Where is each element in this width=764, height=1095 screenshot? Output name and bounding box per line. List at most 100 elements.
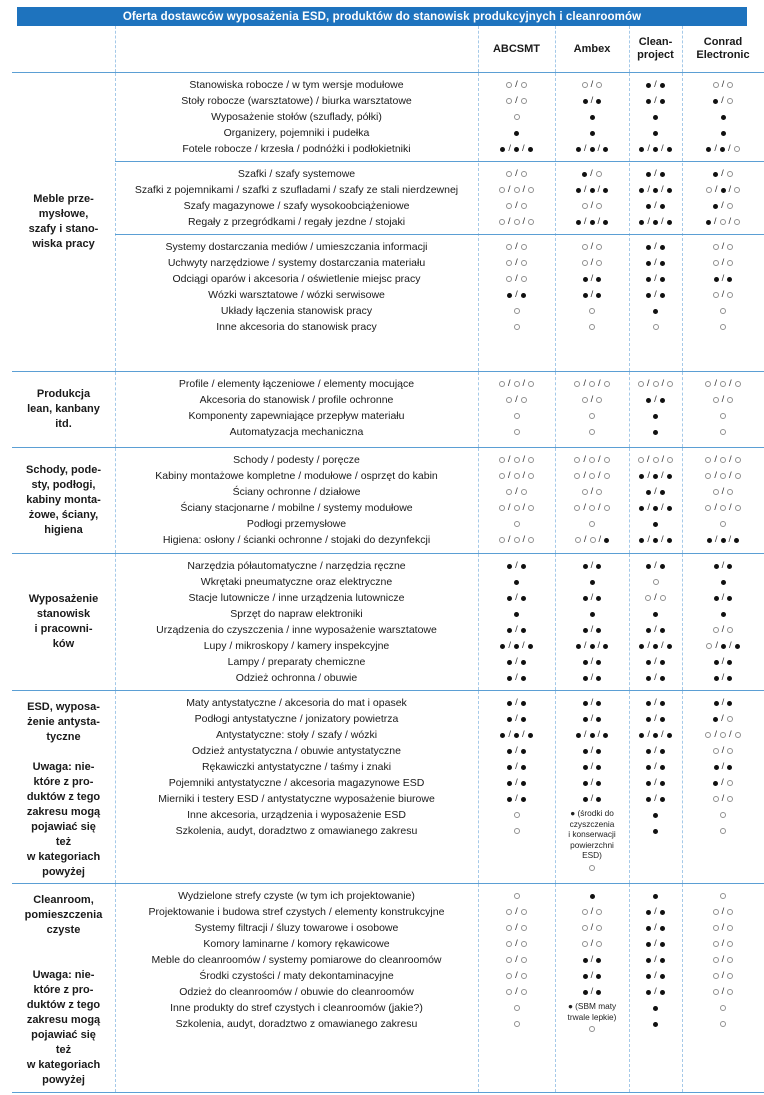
filled-marker (596, 716, 602, 722)
filled-marker (575, 219, 581, 225)
product-row: Stanowiska robocze / w tym wersje moduło… (115, 77, 764, 93)
product-label: Wkrętaki pneumatyczne oraz elektryczne (200, 576, 393, 588)
empty-marker (581, 489, 588, 495)
filled-marker (596, 276, 602, 282)
abcsmt-cell: / (478, 775, 555, 791)
empty-marker (727, 989, 734, 995)
empty-marker (712, 292, 719, 298)
category-label: Cleanroom, pomieszczenia czyste Uwaga: nie-… (24, 894, 103, 1086)
product-row: Środki czystości / maty dekontaminacyjne… (115, 968, 764, 984)
abcsmt-cell (478, 1016, 555, 1032)
empty-marker (645, 595, 652, 601)
marker-separator: / (721, 672, 725, 684)
product-label: Akcesoria do stanowisk / profile ochronn… (199, 394, 394, 406)
empty-marker (506, 973, 513, 979)
supplier-note: ● (SBM maty trwale lepkie) (548, 1001, 636, 1032)
empty-marker (498, 187, 505, 193)
marker-separator: / (515, 793, 518, 805)
abcsmt-cell (478, 303, 555, 319)
supplier-note: ● (środki do czyszczenia i konserwacji powi… (548, 808, 636, 871)
filled-marker (582, 780, 588, 786)
product-row: Maty antystatyczne / akcesoria do mat i … (115, 695, 764, 711)
empty-marker (574, 381, 581, 387)
empty-marker (705, 473, 712, 479)
filled-marker (596, 627, 602, 633)
product-row: Odzież antystatyczna / obuwie antystatyc… (115, 743, 764, 759)
marker-separator: / (590, 241, 594, 253)
abcsmt-cell: / (478, 198, 555, 214)
filled-marker (575, 643, 581, 649)
conrad-electronic-cell: / (682, 759, 764, 775)
filled-marker (507, 700, 513, 706)
ambex-cell: / (555, 622, 629, 638)
category-label: ESD, wyposa-żenie antysta-tyczne Uwaga: n… (26, 701, 101, 878)
filled-marker (520, 675, 526, 681)
filled-marker (646, 675, 652, 681)
conrad-electronic-cell: / (682, 791, 764, 807)
filled-marker (582, 957, 588, 963)
filled-marker (646, 716, 652, 722)
marker-separator: / (597, 729, 601, 741)
marker-separator: / (515, 560, 518, 572)
filled-marker (514, 579, 519, 585)
clean-project-cell (629, 606, 682, 622)
marker-separator: / (583, 216, 587, 228)
ambex-cell: / (555, 695, 629, 711)
ambex-cell: / / (555, 376, 629, 392)
product-label: Ściany ochronne / działowe (232, 486, 361, 498)
table-sections: Meble prze-mysłowe, szafy i stano-wiska p… (12, 72, 764, 1093)
filled-marker (507, 780, 513, 786)
empty-marker (659, 595, 666, 601)
empty-marker (513, 505, 520, 511)
clean-project-cell: / (629, 590, 682, 606)
clean-project-cell (629, 823, 682, 839)
marker-separator: / (507, 454, 511, 466)
empty-marker (506, 276, 513, 282)
abcsmt-cell: / (478, 166, 555, 182)
conrad-electronic-cell: / (682, 952, 764, 968)
empty-marker (720, 521, 726, 527)
clean-project-cell: / / (629, 727, 682, 743)
empty-marker (720, 381, 726, 387)
marker-separator: / (654, 761, 657, 773)
clean-project-cell: / (629, 984, 682, 1000)
empty-marker (520, 171, 527, 177)
marker-separator: / (661, 184, 664, 196)
ambex-cell: / (555, 255, 629, 271)
empty-marker (581, 82, 588, 88)
product-row: Szafki / szafy systemowe / / / / (115, 166, 764, 182)
product-row: Szkolenia, audyt, doradztwo z omawianego… (115, 823, 764, 839)
product-label: Szkolenia, audyt, doradztwo z omawianego… (175, 825, 418, 837)
marker-separator: / (714, 454, 717, 466)
ambex-cell (555, 109, 629, 125)
column-headers: ABCSMT Ambex Clean-project Conrad Electronic (12, 26, 764, 72)
filled-marker (713, 716, 719, 722)
product-label: Stanowiska robocze / w tym wersje moduło… (189, 79, 404, 91)
filled-marker (589, 114, 595, 120)
row-group: Wydzielone strefy czyste (w tym ich proj… (115, 884, 764, 1036)
marker-separator: / (721, 79, 725, 91)
ambex-cell: ● (SBM maty trwale lepkie) (555, 1000, 629, 1032)
filled-marker (734, 537, 740, 543)
empty-marker (726, 203, 733, 209)
filled-marker (720, 187, 726, 193)
clean-project-cell (629, 516, 682, 532)
marker-separator: / (721, 394, 725, 406)
ambex-cell: / (555, 775, 629, 791)
empty-marker (712, 627, 719, 633)
marker-separator: / (590, 273, 594, 285)
empty-marker (506, 989, 513, 995)
conrad-electronic-cell: / (682, 255, 764, 271)
marker-separator: / (654, 592, 657, 604)
marker-separator: / (590, 79, 594, 91)
abcsmt-cell: / / (478, 376, 555, 392)
abcsmt-cell: / (478, 271, 555, 287)
empty-marker (581, 260, 588, 266)
clean-project-cell: / / (629, 182, 682, 198)
marker-separator: / (598, 378, 601, 390)
marker-separator: / (721, 938, 725, 950)
product-row: Profile / elementy łączeniowe / elementy… (115, 376, 764, 392)
filled-marker (720, 130, 726, 136)
empty-marker (581, 244, 588, 250)
marker-separator: / (522, 216, 526, 228)
